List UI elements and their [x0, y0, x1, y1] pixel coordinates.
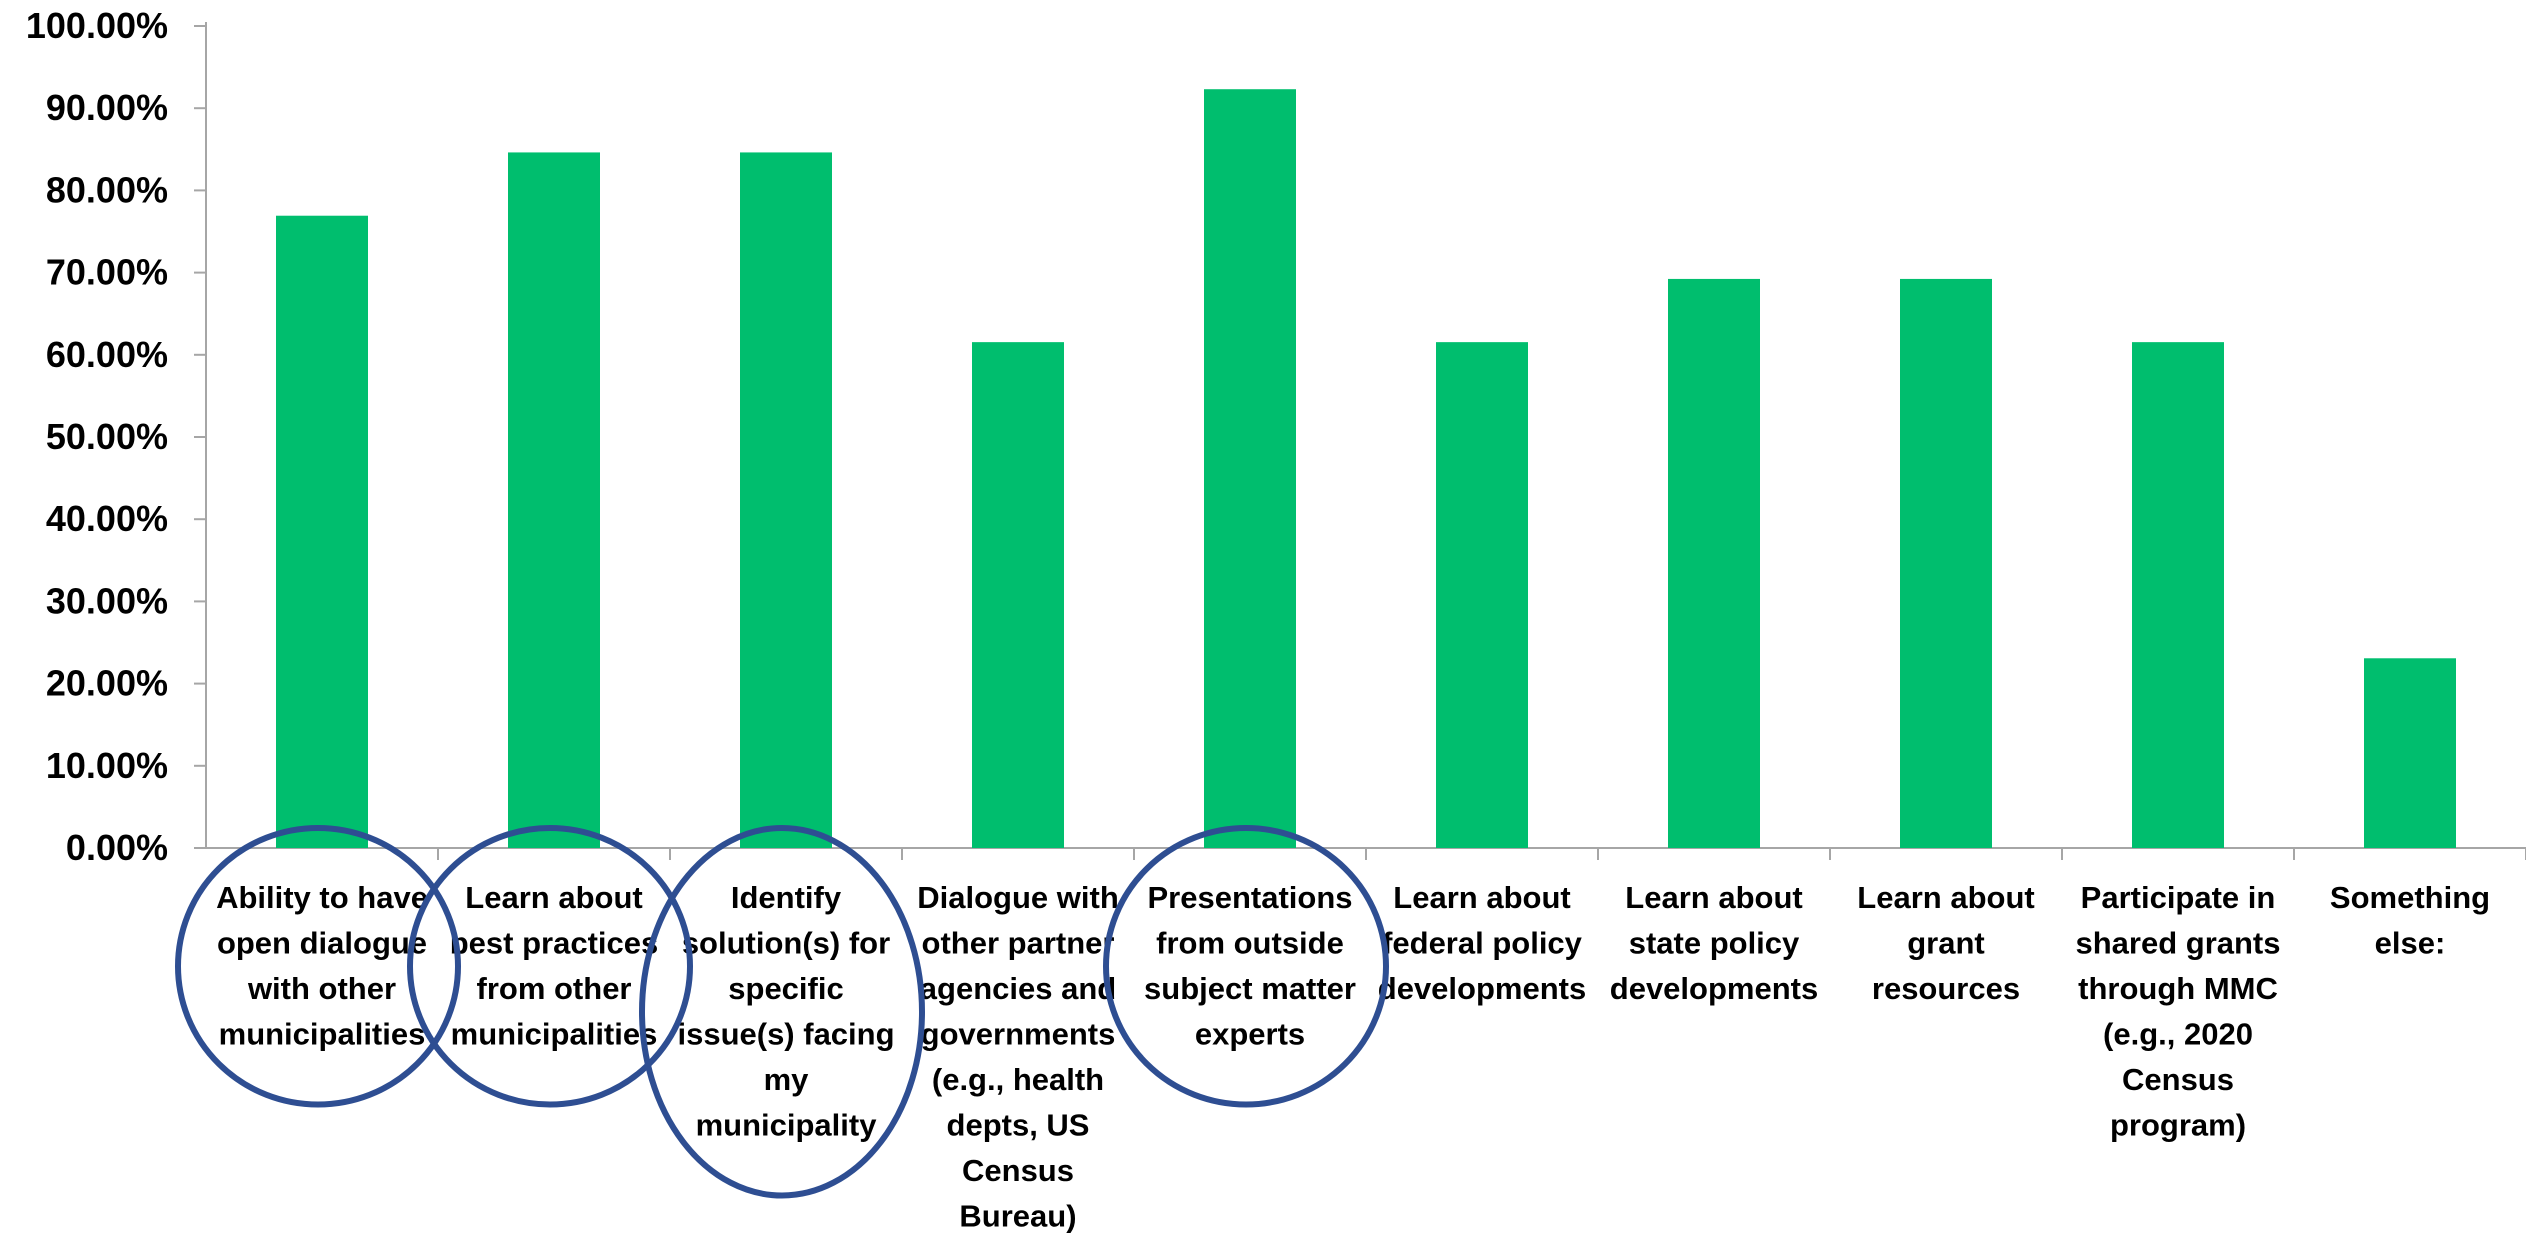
- bar: [2364, 658, 2456, 848]
- y-tick-label: 40.00%: [46, 498, 168, 539]
- y-tick-label: 100.00%: [26, 5, 168, 46]
- category-label-line: open dialogue: [217, 926, 427, 961]
- category-label-line: (e.g., health: [932, 1062, 1104, 1097]
- circle-annotation: [175, 825, 461, 1108]
- y-tick-label: 10.00%: [46, 745, 168, 786]
- category-label-line: developments: [1378, 971, 1586, 1006]
- category-label: Dialogue with other partner agencies and go…: [917, 880, 1119, 1233]
- category-label-line: experts: [1195, 1017, 1305, 1052]
- circle-annotation: [407, 825, 693, 1108]
- category-label-line: Identify: [731, 880, 842, 915]
- category-label-line: resources: [1872, 971, 2020, 1006]
- bar: [1668, 278, 1760, 848]
- category-label-line: else:: [2375, 926, 2446, 961]
- category-label: Learn about grant resources: [1857, 880, 2034, 1006]
- category-label-line: grant: [1907, 926, 1985, 961]
- category-label-line: subject matter: [1144, 971, 1356, 1006]
- category-label-line: Dialogue with: [917, 880, 1119, 915]
- category-label-line: governments: [921, 1017, 1116, 1052]
- category-label-line: municipalities: [451, 1017, 658, 1052]
- y-tick-label: 0.00%: [66, 827, 168, 868]
- bar: [972, 342, 1064, 848]
- bar: [508, 152, 600, 849]
- category-label-line: Census: [962, 1153, 1074, 1188]
- category-label-line: Learn about: [1625, 880, 1802, 915]
- category-label: Ability to have open dialogue with other mu…: [216, 880, 428, 1052]
- category-label-line: solution(s) for: [682, 926, 890, 961]
- circle-annotation: [1103, 825, 1389, 1108]
- category-label-line: specific: [728, 971, 843, 1006]
- category-label-line: Participate in: [2081, 880, 2276, 915]
- circle-annotation: [639, 825, 925, 1199]
- x-axis: [206, 847, 2526, 860]
- category-label-line: other partner: [922, 926, 1115, 961]
- category-label-line: Learn about: [1857, 880, 2034, 915]
- category-label: Learn about best practices from other munic…: [450, 880, 659, 1052]
- category-label-line: depts, US: [947, 1108, 1090, 1143]
- y-tick-label: 20.00%: [46, 663, 168, 704]
- category-label: Learn about federal policy developments: [1378, 880, 1586, 1006]
- category-label-line: municipalities: [219, 1017, 426, 1052]
- category-label-line: with other: [247, 971, 396, 1006]
- category-label-line: agencies and: [920, 971, 1116, 1006]
- category-label-line: issue(s) facing: [677, 1017, 894, 1052]
- bar: [276, 215, 368, 849]
- bar: [740, 152, 832, 849]
- category-label-line: my: [764, 1062, 810, 1097]
- y-tick-label: 30.00%: [46, 580, 168, 621]
- category-labels: Ability to have open dialogue with other mu…: [216, 880, 2490, 1233]
- category-label-line: municipality: [696, 1108, 878, 1143]
- category-label-line: from outside: [1156, 926, 1344, 961]
- bar: [2132, 342, 2224, 848]
- y-axis: 0.00% 10.00% 20.00% 30.00% 40.00% 50.00% 60.00…: [26, 5, 207, 868]
- category-label: Identify solution(s) for specific issue(s) …: [677, 880, 894, 1143]
- y-tick-label: 50.00%: [46, 416, 168, 457]
- category-label-line: state policy: [1629, 926, 1800, 961]
- category-label-line: shared grants: [2075, 926, 2280, 961]
- y-tick-label: 90.00%: [46, 87, 168, 128]
- category-label-line: Census: [2122, 1062, 2234, 1097]
- category-label-line: Learn about: [465, 880, 642, 915]
- category-label-line: Presentations: [1147, 880, 1352, 915]
- category-label-line: through MMC: [2078, 971, 2278, 1006]
- category-label-line: federal policy: [1382, 926, 1583, 961]
- category-label-line: (e.g., 2020: [2103, 1017, 2253, 1052]
- category-label: Presentations from outside subject matter e…: [1144, 880, 1356, 1052]
- y-tick-label: 60.00%: [46, 334, 168, 375]
- y-tick-label: 70.00%: [46, 252, 168, 293]
- bars: [276, 89, 2456, 849]
- category-label-line: developments: [1610, 971, 1818, 1006]
- category-label: Learn about state policy developments: [1610, 880, 1818, 1006]
- category-label-line: Ability to have: [216, 880, 428, 915]
- bar: [1436, 342, 1528, 848]
- category-label-line: Bureau): [959, 1199, 1076, 1233]
- bar: [1900, 278, 1992, 848]
- circle-annotations: [175, 825, 1389, 1199]
- category-label-line: program): [2110, 1108, 2246, 1143]
- category-label: Participate in shared grants through MMC (e…: [2075, 880, 2280, 1143]
- category-label-line: from other: [477, 971, 632, 1006]
- y-tick-label: 80.00%: [46, 169, 168, 210]
- bar: [1204, 89, 1296, 849]
- category-label: Something else:: [2330, 880, 2490, 961]
- category-label-line: Something: [2330, 880, 2490, 915]
- category-label-line: best practices: [450, 926, 659, 961]
- category-label-line: Learn about: [1393, 880, 1570, 915]
